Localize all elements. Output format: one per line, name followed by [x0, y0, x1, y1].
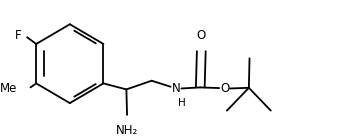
Text: NH₂: NH₂ — [116, 124, 138, 137]
Text: H: H — [178, 98, 185, 108]
Text: F: F — [14, 29, 21, 42]
Text: O: O — [197, 29, 206, 42]
Text: Me: Me — [0, 82, 18, 95]
Text: O: O — [220, 82, 229, 95]
Text: N: N — [171, 82, 180, 95]
